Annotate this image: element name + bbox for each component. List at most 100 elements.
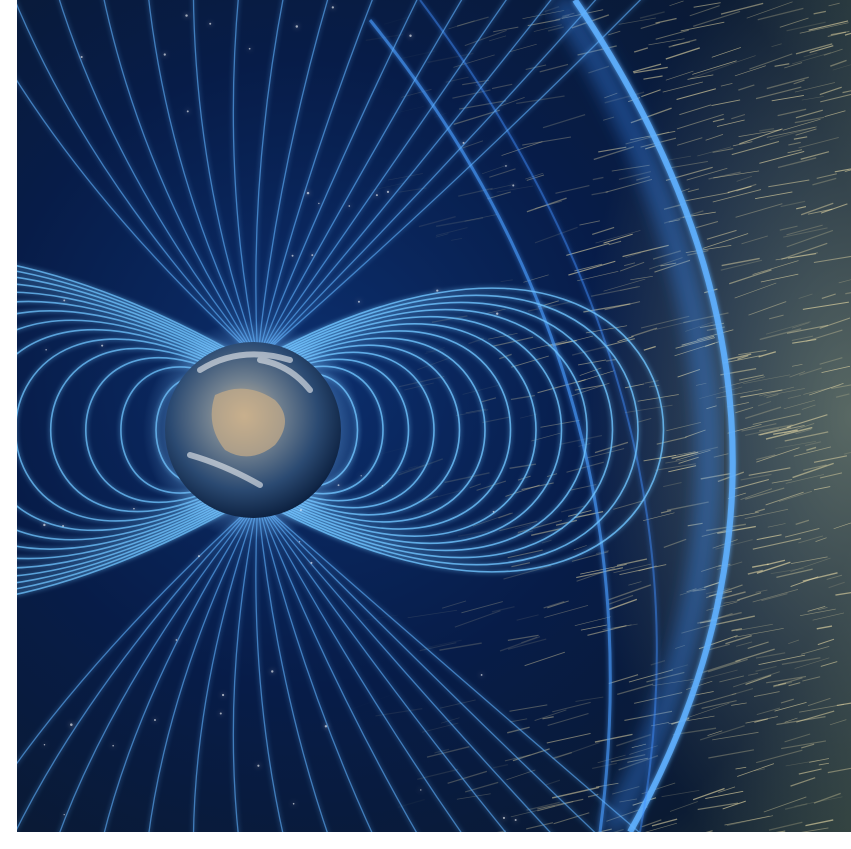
wind-streak xyxy=(821,365,851,374)
wind-streak xyxy=(734,628,784,638)
wind-streak xyxy=(398,375,445,388)
wind-streak xyxy=(821,293,836,299)
wind-streak xyxy=(481,397,497,403)
field-line xyxy=(267,0,642,351)
wind-streak xyxy=(827,30,850,37)
wind-streak xyxy=(771,479,793,484)
wind-streak xyxy=(712,148,734,153)
wind-streak xyxy=(544,605,589,618)
wind-streak xyxy=(617,683,654,696)
wind-streak xyxy=(794,796,843,807)
wind-streak xyxy=(819,472,843,479)
wind-streak xyxy=(506,769,536,781)
field-line xyxy=(264,509,551,832)
wind-streak xyxy=(576,567,616,582)
wind-streak xyxy=(752,260,799,275)
wind-streak xyxy=(791,322,810,329)
wind-streak xyxy=(663,538,687,548)
star xyxy=(311,254,314,257)
wind-streak xyxy=(668,465,697,473)
wind-streak xyxy=(555,519,578,526)
wind-streak xyxy=(711,47,741,58)
wind-streak xyxy=(800,202,834,216)
wind-streak xyxy=(705,830,713,832)
wind-streak xyxy=(755,589,768,593)
wind-streak xyxy=(813,10,827,15)
field-line xyxy=(262,287,665,573)
wind-streak xyxy=(539,63,569,73)
wind-streak xyxy=(803,52,818,58)
wind-streak xyxy=(522,136,572,146)
wind-streak xyxy=(540,419,580,428)
wind-streak xyxy=(451,238,463,241)
field-line xyxy=(192,509,256,832)
field-line xyxy=(259,509,373,832)
wind-streak xyxy=(614,623,638,629)
star xyxy=(295,25,299,28)
star xyxy=(462,141,465,144)
field-line xyxy=(17,3,250,351)
wind-streak xyxy=(655,29,689,40)
field-line xyxy=(17,338,244,522)
wind-streak xyxy=(705,790,744,800)
wind-streak xyxy=(833,522,851,530)
wind-streak xyxy=(458,187,493,197)
field-line xyxy=(17,509,249,765)
wind-streak xyxy=(533,24,562,32)
wind-streak xyxy=(439,642,482,651)
wind-streak xyxy=(407,609,458,619)
wind-streak xyxy=(603,233,633,244)
wind-streak xyxy=(648,38,685,46)
wind-streak xyxy=(784,431,829,442)
star xyxy=(514,818,517,821)
star xyxy=(271,670,274,673)
wind-streak xyxy=(722,800,746,810)
wind-streak xyxy=(546,732,591,744)
wind-streak xyxy=(697,611,742,624)
wind-streak xyxy=(809,758,830,763)
wind-streak xyxy=(598,146,627,153)
wind-streak xyxy=(728,269,772,285)
wind-streak xyxy=(771,95,804,102)
wind-streak xyxy=(619,564,667,576)
wind-streak xyxy=(796,710,835,723)
wind-streak xyxy=(684,192,730,202)
wind-streak xyxy=(590,285,640,297)
wind-streak xyxy=(628,581,642,586)
star xyxy=(480,674,483,676)
wind-streak xyxy=(792,52,832,65)
wind-streak xyxy=(458,100,507,110)
wind-streak xyxy=(802,301,849,310)
wind-streak xyxy=(785,474,825,484)
field-line xyxy=(264,0,552,351)
wind-streak xyxy=(727,185,752,194)
wind-streak xyxy=(748,467,791,476)
wind-streak xyxy=(731,113,746,120)
wind-streak xyxy=(490,183,515,191)
wind-streak xyxy=(482,416,510,424)
wind-streak xyxy=(370,182,405,191)
wind-streak xyxy=(792,338,817,344)
field-line xyxy=(49,347,244,513)
wind-streak xyxy=(829,719,847,726)
wind-streak xyxy=(441,717,460,724)
wind-streak xyxy=(772,681,793,688)
field-line xyxy=(258,0,329,351)
wind-streak xyxy=(745,674,772,686)
wind-streak xyxy=(776,568,813,578)
star xyxy=(409,34,412,37)
wind-streak xyxy=(441,600,467,609)
wind-streak xyxy=(828,2,840,7)
wind-streak xyxy=(637,394,679,402)
wind-streak xyxy=(722,355,761,364)
wind-streak xyxy=(779,17,809,28)
star xyxy=(375,194,378,197)
wind-streak xyxy=(728,55,756,66)
bow-shock xyxy=(368,0,736,832)
wind-streak xyxy=(685,244,732,253)
wind-streak xyxy=(786,21,826,32)
wind-streak xyxy=(527,18,561,27)
wind-streak xyxy=(701,700,737,709)
wind-streak xyxy=(745,716,778,724)
star xyxy=(306,191,310,195)
